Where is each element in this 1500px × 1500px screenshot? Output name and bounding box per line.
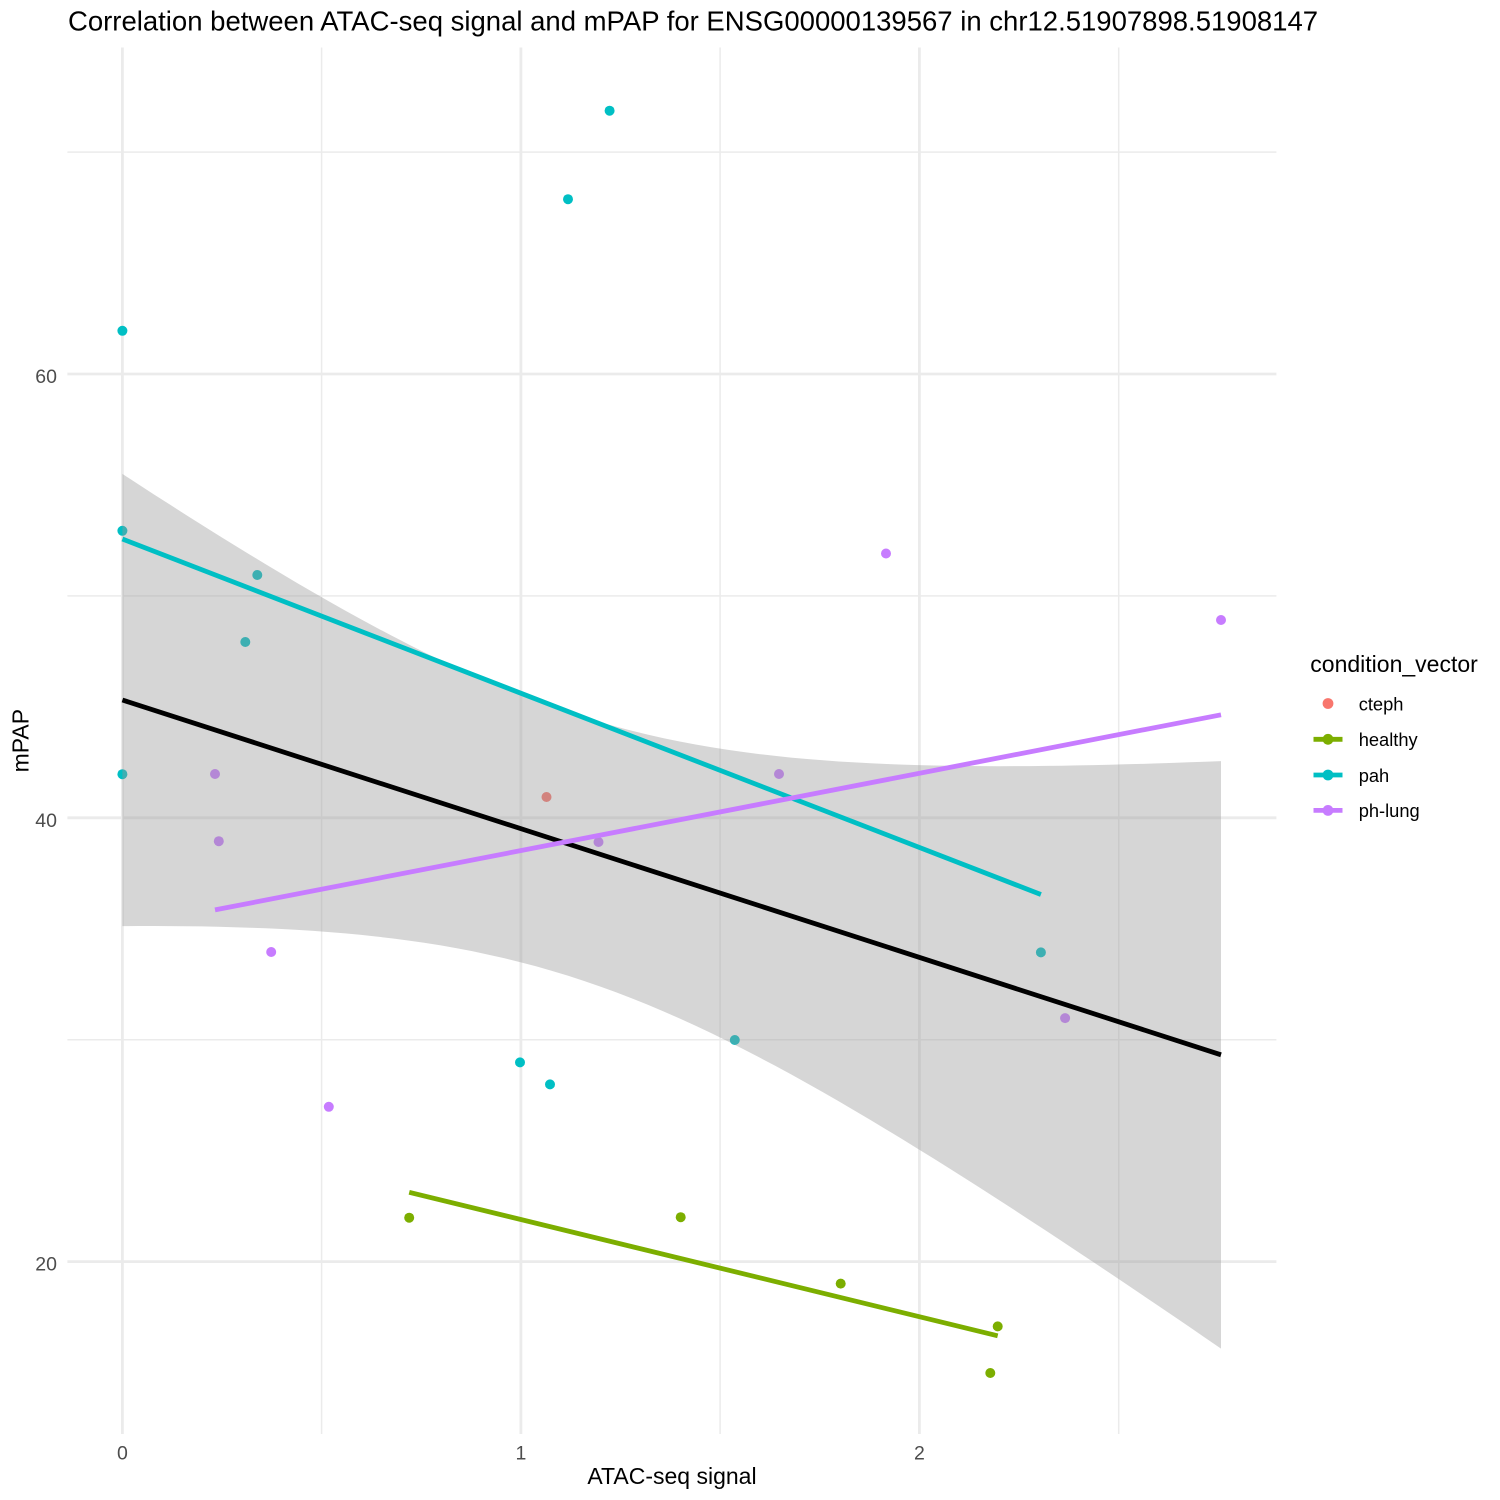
svg-text:40: 40 [35,810,57,832]
svg-text:cteph: cteph [1359,693,1404,714]
svg-text:mPAP: mPAP [8,709,34,772]
svg-text:20: 20 [35,1254,57,1276]
svg-text:1: 1 [515,1443,526,1465]
svg-text:pah: pah [1359,765,1390,786]
svg-text:2: 2 [914,1443,925,1465]
svg-text:ph-lung: ph-lung [1359,800,1420,821]
svg-text:condition_vector: condition_vector [1310,651,1478,677]
svg-text:ATAC-seq signal: ATAC-seq signal [587,1463,756,1489]
svg-text:0: 0 [117,1443,128,1465]
svg-text:60: 60 [35,366,57,388]
svg-text:healthy: healthy [1359,729,1419,750]
svg-text:Correlation between ATAC-seq s: Correlation between ATAC-seq signal and … [68,6,1318,37]
